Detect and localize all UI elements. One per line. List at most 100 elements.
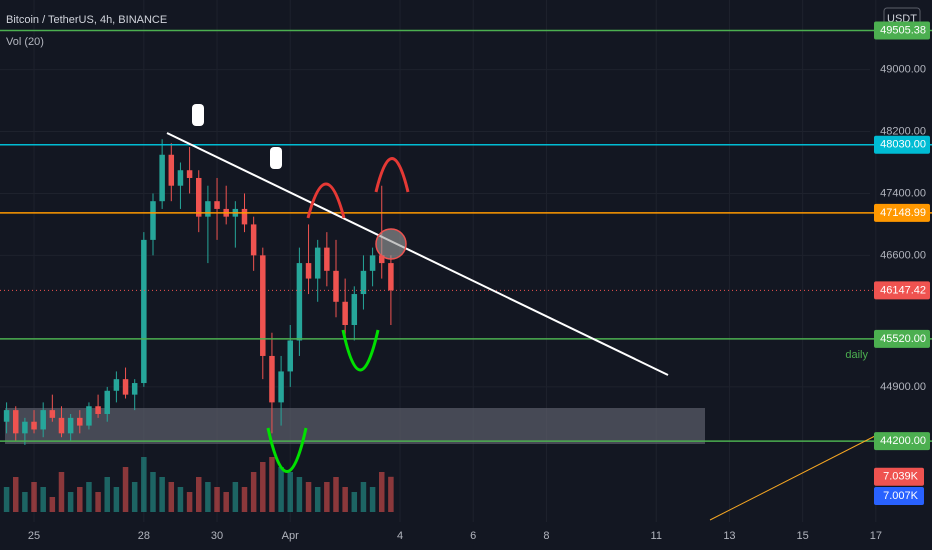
candle-body	[314, 247, 321, 279]
volume-bar	[122, 467, 129, 512]
candle-body	[12, 410, 19, 434]
trend-line	[166, 132, 669, 376]
volume-label-box	[874, 486, 924, 505]
y-tick-label: 49000.00	[880, 64, 926, 76]
trend-line-orange	[709, 435, 876, 521]
plot	[0, 29, 932, 512]
candle-body	[86, 406, 92, 426]
candle-body	[205, 201, 211, 217]
volume-bar	[131, 482, 138, 512]
candle-body	[360, 270, 367, 295]
x-tick-label: 17	[870, 530, 882, 542]
volume-bar	[360, 482, 367, 512]
volume-bar	[250, 472, 257, 512]
volume-bar	[104, 477, 110, 512]
candle-body	[104, 390, 110, 414]
price-label-box	[874, 281, 930, 300]
candle-body	[269, 355, 275, 403]
candle-body	[186, 170, 193, 178]
volume-bar	[379, 472, 385, 512]
volume-bar	[31, 482, 37, 512]
candle-body	[324, 247, 330, 271]
volume-bar	[214, 487, 220, 512]
volume-bar	[351, 492, 358, 512]
x-tick-label: 28	[138, 530, 150, 542]
candle-body	[168, 154, 175, 186]
volume-bar	[388, 476, 394, 512]
volume-bar	[260, 462, 266, 512]
candle-body	[333, 270, 339, 302]
volume-bar	[314, 487, 321, 512]
hand-icon	[192, 104, 204, 126]
price-label-box	[874, 21, 930, 40]
candle-body	[177, 170, 184, 186]
volume-bar	[195, 477, 202, 512]
price-label: 48030.00	[880, 139, 926, 151]
volume-label: 7.007K	[883, 490, 919, 502]
price-label-box	[874, 432, 930, 451]
price-label: 46147.42	[880, 284, 926, 296]
volume-bar	[86, 482, 92, 512]
volume-bar	[278, 467, 284, 512]
volume-bar	[113, 487, 120, 512]
volume-bar	[287, 472, 293, 512]
candle-body	[150, 201, 156, 240]
y-tick-label: 47400.00	[880, 187, 926, 199]
candle-body	[379, 255, 385, 264]
volume-bar	[177, 487, 184, 512]
chart-title: Bitcoin / TetherUS, 4h, BINANCE	[6, 14, 167, 26]
volume-bar	[186, 492, 193, 512]
volume-bar	[305, 482, 312, 512]
candle-body	[260, 255, 266, 356]
candle-body	[342, 301, 348, 325]
x-tick-label: 25	[28, 530, 40, 542]
candle-body	[369, 255, 376, 271]
price-label: 49505.38	[880, 24, 926, 36]
volume-bar	[141, 457, 147, 512]
candle-body	[58, 417, 65, 434]
x-tick-label: Apr	[282, 530, 299, 542]
volume-bar	[232, 482, 239, 512]
candle-body	[287, 340, 293, 372]
volume-bar	[49, 497, 56, 512]
hand-icon	[270, 147, 282, 169]
candle-body	[305, 263, 312, 279]
price-label: 47148.99	[880, 207, 926, 219]
volume-bar	[58, 472, 65, 512]
x-tick-label: 4	[397, 530, 403, 542]
volume-bar	[67, 492, 74, 512]
volume-bar	[324, 482, 330, 512]
volume-bar	[241, 487, 248, 512]
candle-body	[49, 410, 56, 418]
candle-body	[159, 154, 165, 202]
price-label: 44200.00	[880, 435, 926, 447]
price-label-box	[874, 135, 930, 154]
candle-body	[3, 410, 10, 422]
volume-bar	[12, 477, 19, 512]
volume-bar	[333, 477, 339, 512]
x-tick-label: 13	[723, 530, 735, 542]
volume-title: Vol (20)	[6, 36, 44, 48]
candle-body	[195, 177, 202, 217]
highlight-circle	[375, 228, 407, 260]
volume-bar	[342, 487, 348, 512]
y-tick-label: 48200.00	[880, 125, 926, 137]
zone-box	[5, 408, 705, 444]
volume-bar	[168, 482, 175, 512]
arc-red	[374, 157, 410, 193]
candle-body	[122, 379, 129, 395]
volume-bar	[77, 487, 83, 512]
volume-bar	[3, 487, 10, 512]
candle-body	[31, 421, 37, 430]
candle-body	[351, 294, 358, 325]
arc-green	[266, 427, 308, 473]
candle-body	[250, 224, 257, 256]
candle-body	[131, 383, 138, 395]
candle-body	[95, 406, 101, 414]
candle-body	[241, 208, 248, 225]
candle-body	[77, 417, 83, 426]
annotation: daily	[845, 349, 868, 361]
volume-bar	[159, 477, 165, 512]
volume-bar	[150, 472, 156, 512]
